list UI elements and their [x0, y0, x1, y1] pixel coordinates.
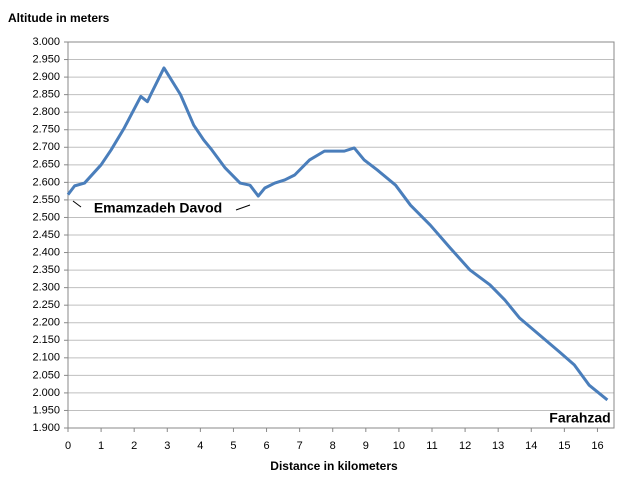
y-tick-label: 2.800	[32, 106, 60, 118]
x-tick-label: 12	[459, 440, 471, 452]
y-tick-label: 2.200	[32, 317, 60, 329]
y-tick-label: 2.500	[32, 211, 60, 223]
x-tick-label: 6	[263, 440, 269, 452]
x-tick-label: 16	[591, 440, 603, 452]
line	[66, 66, 609, 402]
y-tick-label: 2.950	[32, 53, 60, 65]
y-tick-label: 2.850	[32, 89, 60, 101]
y-tick-label: 2.450	[32, 229, 60, 241]
annotation: Farahzad	[549, 410, 610, 426]
y-tick-label: 2.150	[32, 334, 60, 346]
y-tick-label: 2.650	[32, 159, 60, 171]
x-tick-label: 3	[164, 440, 170, 452]
x-tick-label: 2	[131, 440, 137, 452]
y-tick-label: 3.000	[32, 36, 60, 48]
y-tick-label: 2.400	[32, 246, 60, 258]
y-tick-label: 2.350	[32, 264, 60, 276]
x-tick-label: 7	[297, 440, 303, 452]
y-tick-label: 2.600	[32, 176, 60, 188]
x-tick-label: 15	[558, 440, 570, 452]
x-tick-label: 10	[393, 440, 405, 452]
y-tick-label: 2.250	[32, 299, 60, 311]
x-tick-label: 0	[65, 440, 71, 452]
x-tick-label: 5	[230, 440, 236, 452]
y-tick-label: 2.900	[32, 71, 60, 83]
x-tick-label: 13	[492, 440, 504, 452]
y-tick-label: 2.750	[32, 124, 60, 136]
y-tick-label: 2.000	[32, 387, 60, 399]
plot-frame	[67, 41, 615, 429]
x-axis-label: Distance in kilometers	[270, 459, 398, 473]
y-tick-label: 2.550	[32, 194, 60, 206]
y-tick-label: 1.950	[32, 404, 60, 416]
x-tick-label: 4	[197, 440, 203, 452]
x-tick-label: 8	[330, 440, 336, 452]
x-tick-label: 14	[525, 440, 537, 452]
y-tick-label: 2.100	[32, 352, 60, 364]
annotation-pointer	[235, 204, 251, 211]
y-tick-label: 2.050	[32, 369, 60, 381]
annotation: Emamzadeh Davod	[94, 200, 222, 216]
annotation-pointer	[72, 200, 82, 208]
x-tick-label: 9	[363, 440, 369, 452]
x-tick-label: 11	[426, 440, 437, 452]
chart-title: Altitude in meters	[8, 11, 110, 25]
y-tick-label: 2.300	[32, 282, 60, 294]
y-tick-label: 1.900	[32, 422, 60, 434]
x-tick-label: 1	[98, 440, 104, 452]
y-tick-label: 2.700	[32, 141, 60, 153]
